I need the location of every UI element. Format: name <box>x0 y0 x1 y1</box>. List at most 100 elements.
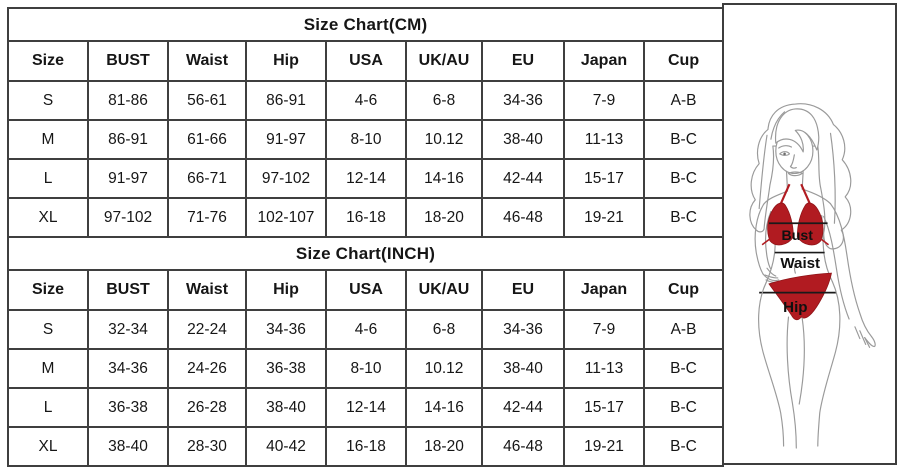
table-cell: 10.12 <box>405 119 483 160</box>
nose-line <box>789 154 797 169</box>
table-cell: A-B <box>642 80 725 121</box>
column-header: BUST <box>87 40 169 82</box>
column-header: Hip <box>245 269 327 311</box>
table-cell: 91-97 <box>245 119 327 160</box>
table-cell: 8-10 <box>325 348 407 389</box>
table-cell: 16-18 <box>325 197 407 238</box>
table-cell: 81-86 <box>87 80 169 121</box>
table-row: M 86-91 61-66 91-97 8-10 10.12 38-40 11-13 B-C <box>7 119 725 160</box>
column-header: Hip <box>245 40 327 82</box>
table-cell: XL <box>7 197 89 238</box>
table-cell: 28-30 <box>167 426 247 467</box>
table-cell: 86-91 <box>245 80 327 121</box>
table-row: M 34-36 24-26 36-38 8-10 10.12 38-40 11-13 B-C <box>7 348 725 389</box>
face-illustration <box>775 108 820 177</box>
table-cell: 61-66 <box>167 119 247 160</box>
table-cell: 15-17 <box>563 158 645 199</box>
table-cell: 18-20 <box>405 426 483 467</box>
table-cell: 11-13 <box>563 119 645 160</box>
table-row: XL 38-40 28-30 40-42 16-18 18-20 46-48 19-21 B-C <box>7 426 725 467</box>
column-header: Cup <box>642 269 725 311</box>
table-cell: M <box>7 119 89 160</box>
eyebrow-line <box>778 145 793 149</box>
table-cell: 7-9 <box>563 80 645 121</box>
table-cell: 12-14 <box>325 158 407 199</box>
table-cell: 14-16 <box>405 387 483 428</box>
table-row: XL 97-102 71-76 102-107 16-18 18-20 46-48 19-21… <box>7 197 725 238</box>
table-cell: B-C <box>642 197 725 238</box>
table-cell: 32-34 <box>87 309 169 350</box>
table-cell: 38-40 <box>481 119 565 160</box>
table-title: Size Chart(CM) <box>6 7 725 42</box>
table-cell: 86-91 <box>87 119 169 160</box>
pupil-dot <box>783 152 786 156</box>
column-header: Cup <box>642 40 725 82</box>
table-cell: 38-40 <box>245 387 327 428</box>
waist-label: Waist <box>780 255 820 272</box>
table-cell: 34-36 <box>245 309 327 350</box>
table-cell: 71-76 <box>167 197 247 238</box>
table-cell: 46-48 <box>481 197 565 238</box>
table-cell: 91-97 <box>87 158 169 199</box>
table-cell: 4-6 <box>325 309 407 350</box>
column-header: Size <box>7 40 89 82</box>
table-header-row: Size BUST Waist Hip USA UK/AU EU Japan Cup <box>7 40 725 82</box>
table-row: L 91-97 66-71 97-102 12-14 14-16 42-44 15-17 B-C <box>7 158 725 199</box>
column-header: EU <box>481 40 565 82</box>
table-cell: B-C <box>642 348 725 389</box>
column-header: Japan <box>563 40 645 82</box>
table-cell: 46-48 <box>481 426 565 467</box>
table-cell: 42-44 <box>481 158 565 199</box>
table-title-row: Size Chart(CM) <box>6 7 725 42</box>
size-chart-cm-table: Size Chart(CM) Size BUST Waist Hip USA UK/AU EU… <box>6 7 725 238</box>
table-cell: 42-44 <box>481 387 565 428</box>
table-title: Size Chart(INCH) <box>6 236 725 271</box>
table-cell: 97-102 <box>245 158 327 199</box>
table-cell: 56-61 <box>167 80 247 121</box>
table-cell: 40-42 <box>245 426 327 467</box>
table-cell: B-C <box>642 119 725 160</box>
column-header: UK/AU <box>405 40 483 82</box>
hip-label: Hip <box>783 299 807 316</box>
table-cell: 34-36 <box>87 348 169 389</box>
table-cell: 34-36 <box>481 309 565 350</box>
table-cell: B-C <box>642 387 725 428</box>
table-cell: 38-40 <box>87 426 169 467</box>
table-cell: B-C <box>642 426 725 467</box>
table-cell: 18-20 <box>405 197 483 238</box>
legs-outline <box>758 281 841 449</box>
column-header: BUST <box>87 269 169 311</box>
measurement-figure-panel: Bust Waist Hip <box>722 3 897 465</box>
table-row: L 36-38 26-28 38-40 12-14 14-16 42-44 15-17 B-C <box>7 387 725 428</box>
table-cell: 19-21 <box>563 197 645 238</box>
table-cell: 16-18 <box>325 426 407 467</box>
table-cell: 15-17 <box>563 387 645 428</box>
table-cell: 11-13 <box>563 348 645 389</box>
table-cell: 26-28 <box>167 387 247 428</box>
navel-line <box>794 262 796 274</box>
woman-measurement-illustration: Bust Waist Hip <box>749 103 876 449</box>
arms-outline <box>754 203 876 348</box>
table-cell: M <box>7 348 89 389</box>
table-cell: 66-71 <box>167 158 247 199</box>
table-cell: 6-8 <box>405 80 483 121</box>
table-row: S 81-86 56-61 86-91 4-6 6-8 34-36 7-9 A-B <box>7 80 725 121</box>
table-cell: B-C <box>642 158 725 199</box>
column-header: Waist <box>167 40 247 82</box>
size-tables-area: Size Chart(CM) Size BUST Waist Hip USA UK/AU EU… <box>6 7 725 467</box>
table-cell: 34-36 <box>481 80 565 121</box>
column-header: USA <box>325 269 407 311</box>
lips-line <box>787 171 803 177</box>
bust-label: Bust <box>782 228 814 244</box>
eye-line <box>779 151 791 156</box>
table-cell: A-B <box>642 309 725 350</box>
left-hand-on-hip <box>762 273 780 282</box>
column-header: UK/AU <box>405 269 483 311</box>
table-cell: 12-14 <box>325 387 407 428</box>
table-title-row: Size Chart(INCH) <box>6 236 725 271</box>
table-cell: L <box>7 387 89 428</box>
table-cell: S <box>7 309 89 350</box>
table-cell: 8-10 <box>325 119 407 160</box>
table-cell: 97-102 <box>87 197 169 238</box>
